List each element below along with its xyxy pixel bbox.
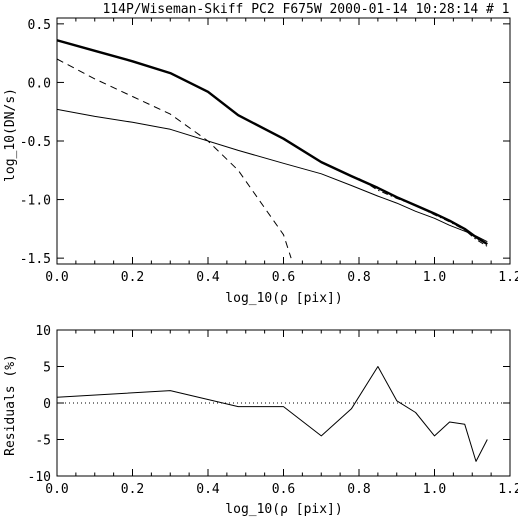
x-tick-label: 0.2 — [121, 482, 144, 497]
y-tick-label: -10 — [28, 470, 51, 485]
x-tick-label: 0.6 — [272, 270, 295, 285]
x-tick-label: 1.0 — [423, 482, 446, 497]
x-axis-title: log_10(ρ [pix]) — [225, 502, 342, 517]
x-tick-label: 0.6 — [272, 482, 295, 497]
y-tick-label: 10 — [35, 324, 51, 339]
x-tick-label: 1.0 — [423, 270, 446, 285]
y-axis-title: Residuals (%) — [3, 354, 18, 456]
y-tick-label: 5 — [43, 361, 51, 376]
y-tick-label: 0.0 — [28, 76, 51, 91]
series-line-4 — [358, 178, 488, 247]
chart-title: 114P/Wiseman-Skiff PC2 F675W 2000-01-14 … — [103, 2, 510, 17]
x-tick-label: 1.2 — [498, 482, 518, 497]
x-axis-title: log_10(ρ [pix]) — [225, 291, 342, 306]
y-tick-label: 0 — [43, 397, 51, 412]
y-tick-label: -1.0 — [20, 194, 51, 209]
y-tick-label: 0.5 — [28, 18, 51, 33]
x-tick-label: 0.2 — [121, 270, 144, 285]
plot-frame — [56, 17, 511, 265]
bottom-panel: Residuals (%) log_10(ρ [pix]) 0.0 0.2 0.4 0… — [3, 324, 518, 517]
series-line-2 — [57, 58, 292, 259]
y-axis-title: log_10(DN/s) — [3, 88, 18, 182]
x-tick-label: 0.4 — [196, 482, 220, 497]
y-tick-label: -1.5 — [20, 252, 51, 267]
x-tick-label: 0.8 — [347, 270, 370, 285]
series-line-1 — [57, 39, 488, 246]
x-tick-label: 0.4 — [196, 270, 220, 285]
y-tick-label: -5 — [35, 434, 51, 449]
x-tick-label: 0.0 — [45, 482, 68, 497]
series-line-1 — [57, 366, 488, 462]
x-tick-label: 0.0 — [45, 270, 68, 285]
top-panel: 114P/Wiseman-Skiff PC2 F675W 2000-01-14 … — [3, 2, 518, 306]
plot-frame — [56, 329, 511, 477]
series-line-3 — [57, 108, 488, 243]
x-tick-label: 0.8 — [347, 482, 370, 497]
x-tick-label: 1.2 — [498, 270, 518, 285]
y-tick-label: -0.5 — [20, 135, 51, 150]
